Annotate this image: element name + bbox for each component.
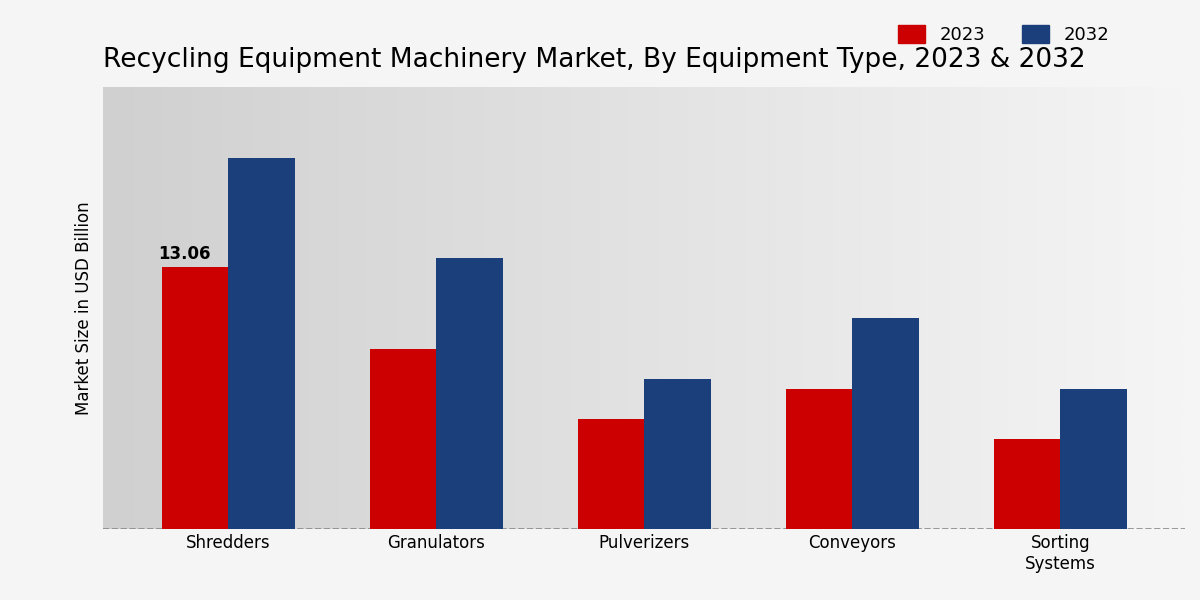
Legend: 2023, 2032: 2023, 2032 xyxy=(892,17,1116,51)
Bar xyxy=(437,258,503,529)
Bar xyxy=(228,158,295,529)
Bar xyxy=(786,389,852,529)
Bar xyxy=(370,349,437,529)
Text: 13.06: 13.06 xyxy=(158,245,211,263)
Y-axis label: Market Size in USD Billion: Market Size in USD Billion xyxy=(74,202,92,415)
Bar xyxy=(162,267,228,529)
Bar xyxy=(577,419,644,529)
Text: Recycling Equipment Machinery Market, By Equipment Type, 2023 & 2032: Recycling Equipment Machinery Market, By… xyxy=(103,47,1086,73)
Bar xyxy=(994,439,1061,529)
Bar xyxy=(644,379,710,529)
Bar xyxy=(1061,389,1127,529)
Bar xyxy=(852,319,919,529)
